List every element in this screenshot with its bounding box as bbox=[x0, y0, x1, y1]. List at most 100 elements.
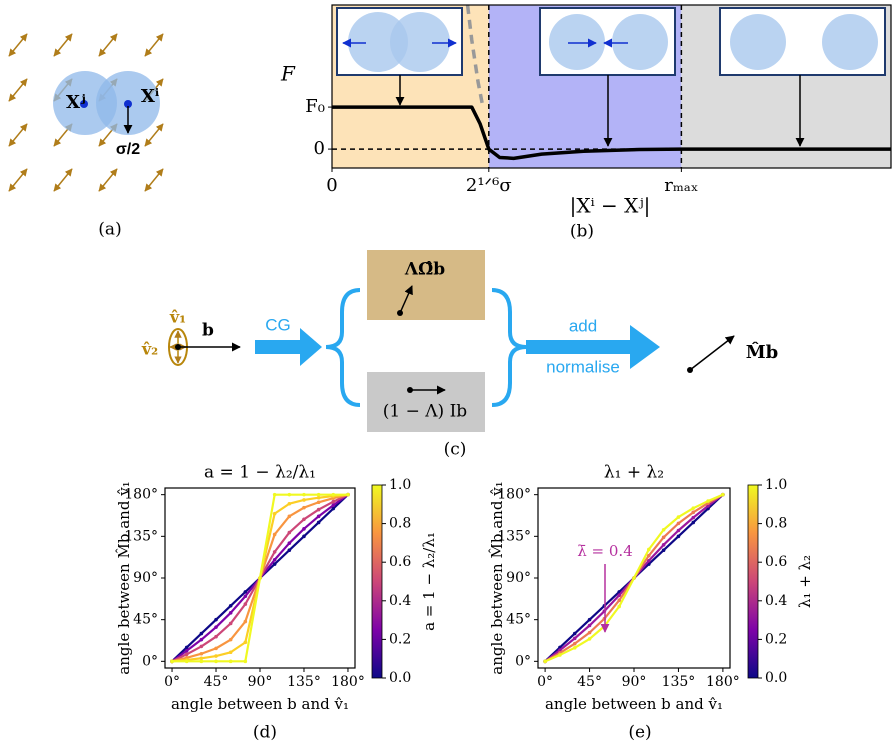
point bbox=[273, 512, 277, 516]
panel-a: Xʲ Xⁱ σ/2 (a) bbox=[53, 71, 160, 240]
point bbox=[302, 506, 306, 510]
rotation-label: ΛΩ̂b bbox=[404, 260, 445, 280]
point bbox=[229, 622, 233, 626]
y-tick-label: 0° bbox=[142, 653, 158, 669]
point bbox=[691, 516, 695, 520]
panel-label: (e) bbox=[628, 723, 651, 743]
director-arrow bbox=[145, 34, 163, 56]
panel-label: (d) bbox=[253, 723, 277, 743]
figure: 02¹ᐟ⁶σrₘₐₓ0F₀F|Xⁱ − Xʲ|0°45°90°135°180°0… bbox=[0, 0, 892, 746]
point bbox=[229, 611, 233, 615]
y-tick-label: 45° bbox=[506, 612, 531, 628]
director-arrow bbox=[54, 34, 72, 56]
point bbox=[185, 649, 189, 653]
point bbox=[662, 543, 666, 547]
colorbar bbox=[748, 485, 758, 678]
point bbox=[677, 535, 681, 539]
point bbox=[288, 493, 292, 497]
x-tick-label: 180° bbox=[706, 674, 740, 690]
point bbox=[273, 493, 277, 497]
x-tick-label: 0° bbox=[537, 674, 553, 690]
y-tick-label: 90° bbox=[133, 570, 158, 586]
director-arrow bbox=[9, 34, 27, 56]
point bbox=[229, 660, 233, 664]
label: σ/2 bbox=[116, 141, 140, 158]
panel-label: (a) bbox=[98, 220, 121, 240]
x-tick-label: 135° bbox=[662, 674, 696, 690]
colorbar-tick-label: 0.2 bbox=[389, 631, 411, 647]
x-tick-label: 45° bbox=[577, 674, 602, 690]
colorbar-tick-label: 0.4 bbox=[765, 593, 787, 609]
colorbar-tick-label: 0.4 bbox=[389, 593, 411, 609]
point bbox=[302, 527, 306, 531]
point bbox=[214, 625, 218, 629]
y-tick-label: 90° bbox=[506, 570, 531, 586]
chart-title: a = 1 − λ₂/λ₁ bbox=[204, 463, 316, 483]
point bbox=[317, 493, 321, 497]
point bbox=[288, 548, 292, 552]
director-arrow bbox=[99, 34, 117, 56]
panel-label: (c) bbox=[444, 440, 467, 460]
add-label: add bbox=[569, 316, 597, 335]
x-tick-label: 180° bbox=[331, 674, 365, 690]
point bbox=[677, 522, 681, 526]
point bbox=[200, 645, 204, 649]
colorbar-label: a = 1 − λ₂/λ₁ bbox=[420, 532, 438, 631]
point bbox=[573, 646, 577, 650]
colorbar bbox=[372, 485, 382, 678]
particle bbox=[390, 12, 450, 72]
point bbox=[214, 660, 218, 664]
label: Xʲ bbox=[66, 92, 86, 113]
result-label: M̂b bbox=[746, 341, 779, 363]
point bbox=[302, 517, 306, 521]
brace bbox=[492, 290, 526, 405]
point bbox=[214, 635, 218, 639]
point bbox=[317, 515, 321, 519]
particle bbox=[549, 14, 605, 70]
point bbox=[229, 638, 233, 642]
point bbox=[244, 602, 248, 606]
point bbox=[632, 576, 636, 580]
point bbox=[302, 498, 306, 502]
x-tick-label: 0 bbox=[326, 175, 337, 196]
particle bbox=[822, 14, 878, 70]
point bbox=[200, 638, 204, 642]
cg-label: CG bbox=[265, 315, 291, 334]
colorbar-label: λ₁ + λ₂ bbox=[796, 555, 814, 608]
point bbox=[302, 493, 306, 497]
x-tick-label: 135° bbox=[287, 674, 321, 690]
point bbox=[617, 599, 621, 603]
y-tick-label: 0 bbox=[314, 138, 325, 159]
point bbox=[573, 642, 577, 646]
point bbox=[200, 652, 204, 656]
point bbox=[244, 594, 248, 598]
point bbox=[721, 493, 725, 497]
label: Xⁱ bbox=[141, 86, 160, 107]
point bbox=[288, 515, 292, 519]
point bbox=[200, 632, 204, 636]
point bbox=[229, 650, 233, 654]
director-arrow bbox=[54, 169, 72, 191]
point bbox=[691, 521, 695, 525]
point bbox=[662, 548, 666, 552]
point bbox=[332, 503, 336, 507]
point bbox=[185, 652, 189, 656]
point bbox=[273, 558, 277, 562]
colorbar-tick-label: 1.0 bbox=[765, 477, 787, 493]
point bbox=[588, 631, 592, 635]
point bbox=[691, 511, 695, 515]
x-tick-label: 45° bbox=[204, 674, 229, 690]
identity-label: (1 − Λ) Ib bbox=[383, 402, 468, 422]
point bbox=[288, 541, 292, 545]
point bbox=[543, 660, 547, 664]
x-tick-label: 90° bbox=[248, 674, 273, 690]
y-tick-label: F₀ bbox=[305, 96, 325, 117]
point bbox=[588, 637, 592, 641]
y-tick-label: 0° bbox=[515, 653, 531, 669]
director-arrow bbox=[9, 79, 27, 101]
point bbox=[244, 660, 248, 664]
point bbox=[677, 529, 681, 533]
colorbar-tick-label: 1.0 bbox=[389, 477, 411, 493]
point bbox=[302, 535, 306, 539]
result-arrow bbox=[690, 336, 734, 370]
